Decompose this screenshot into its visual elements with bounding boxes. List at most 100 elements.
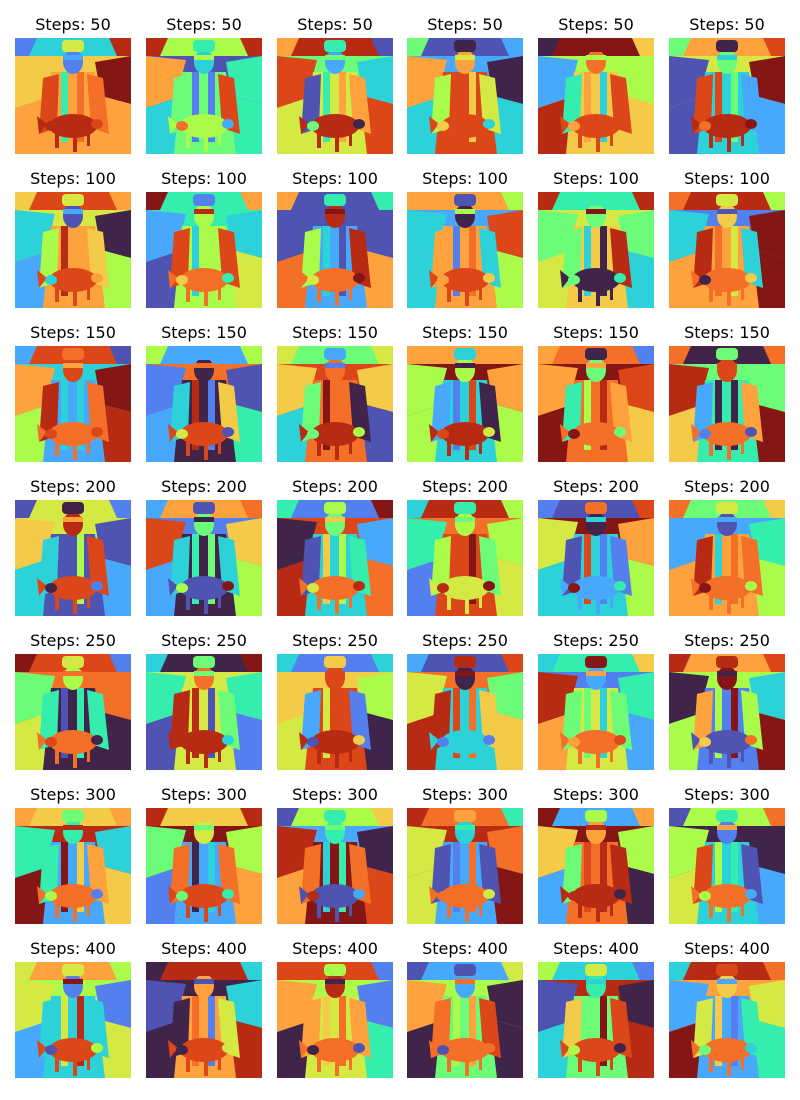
segmentation-overlay-image [15, 192, 131, 308]
segmentation-overlay-image [146, 654, 262, 770]
subplot-title: Steps: 400 [161, 939, 247, 958]
subplot-title: Steps: 250 [684, 631, 770, 650]
subplot-title: Steps: 150 [422, 323, 508, 342]
subplot-title: Steps: 200 [684, 477, 770, 496]
subplot-cell: Steps: 150 [146, 322, 262, 462]
subplot-cell: Steps: 300 [146, 784, 262, 924]
subplot-title: Steps: 250 [292, 631, 378, 650]
subplot-title: Steps: 200 [292, 477, 378, 496]
segmentation-overlay-image [669, 38, 785, 154]
subplot-cell: Steps: 400 [15, 938, 131, 1078]
subplot-cell: Steps: 50 [669, 14, 785, 154]
subplot-title: Steps: 200 [161, 477, 247, 496]
segmentation-overlay-image [538, 962, 654, 1078]
subplot-title: Steps: 100 [684, 169, 770, 188]
subplot-cell: Steps: 300 [538, 784, 654, 924]
subplot-title: Steps: 200 [30, 477, 116, 496]
subplot-cell: Steps: 100 [277, 168, 393, 308]
segmentation-overlay-image [669, 500, 785, 616]
subplot-cell: Steps: 150 [15, 322, 131, 462]
segmentation-overlay-image [669, 808, 785, 924]
subplot-cell: Steps: 200 [15, 476, 131, 616]
segmentation-overlay-image [669, 192, 785, 308]
segmentation-overlay-image [407, 962, 523, 1078]
subplot-title: Steps: 50 [166, 15, 242, 34]
segmentation-overlay-image [15, 38, 131, 154]
segmentation-overlay-image [538, 808, 654, 924]
segmentation-overlay-image [277, 808, 393, 924]
segmentation-overlay-image [407, 808, 523, 924]
subplot-cell: Steps: 150 [407, 322, 523, 462]
segmentation-overlay-image [277, 654, 393, 770]
subplot-cell: Steps: 50 [407, 14, 523, 154]
subplot-title: Steps: 100 [553, 169, 639, 188]
subplot-cell: Steps: 400 [277, 938, 393, 1078]
subplot-title: Steps: 400 [30, 939, 116, 958]
subplot-cell: Steps: 250 [669, 630, 785, 770]
subplot-cell: Steps: 150 [538, 322, 654, 462]
subplot-title: Steps: 400 [553, 939, 639, 958]
subplot-title: Steps: 100 [422, 169, 508, 188]
subplot-cell: Steps: 150 [277, 322, 393, 462]
segmentation-overlay-image [15, 500, 131, 616]
subplot-cell: Steps: 300 [277, 784, 393, 924]
segmentation-overlay-image [538, 346, 654, 462]
subplot-cell: Steps: 400 [146, 938, 262, 1078]
subplot-title: Steps: 50 [35, 15, 111, 34]
segmentation-overlay-image [15, 346, 131, 462]
subplot-title: Steps: 50 [689, 15, 765, 34]
subplot-title: Steps: 300 [553, 785, 639, 804]
subplot-title: Steps: 150 [161, 323, 247, 342]
subplot-cell: Steps: 250 [538, 630, 654, 770]
subplot-title: Steps: 150 [684, 323, 770, 342]
subplot-title: Steps: 400 [422, 939, 508, 958]
segmentation-overlay-image [669, 962, 785, 1078]
subplot-cell: Steps: 100 [146, 168, 262, 308]
subplot-cell: Steps: 50 [15, 14, 131, 154]
segmentation-overlay-image [407, 38, 523, 154]
subplot-title: Steps: 300 [161, 785, 247, 804]
subplot-cell: Steps: 50 [146, 14, 262, 154]
subplot-cell: Steps: 200 [407, 476, 523, 616]
segmentation-overlay-image [15, 654, 131, 770]
segmentation-overlay-image [277, 192, 393, 308]
subplot-cell: Steps: 300 [15, 784, 131, 924]
subplot-title: Steps: 300 [684, 785, 770, 804]
subplot-title: Steps: 50 [297, 15, 373, 34]
segmentation-overlay-image [538, 654, 654, 770]
subplot-title: Steps: 100 [292, 169, 378, 188]
segmentation-overlay-image [15, 962, 131, 1078]
segmentation-overlay-image [407, 192, 523, 308]
subplot-cell: Steps: 250 [15, 630, 131, 770]
segmentation-overlay-image [669, 654, 785, 770]
subplot-cell: Steps: 100 [669, 168, 785, 308]
subplot-title: Steps: 150 [553, 323, 639, 342]
segmentation-overlay-image [407, 654, 523, 770]
subplot-cell: Steps: 300 [407, 784, 523, 924]
subplot-title: Steps: 300 [422, 785, 508, 804]
segmentation-overlay-image [277, 962, 393, 1078]
subplot-cell: Steps: 200 [669, 476, 785, 616]
subplot-title: Steps: 250 [161, 631, 247, 650]
subplot-title: Steps: 250 [30, 631, 116, 650]
subplot-title: Steps: 50 [558, 15, 634, 34]
subplot-cell: Steps: 200 [277, 476, 393, 616]
subplot-cell: Steps: 250 [277, 630, 393, 770]
subplot-cell: Steps: 200 [538, 476, 654, 616]
subplot-cell: Steps: 100 [15, 168, 131, 308]
subplot-cell: Steps: 250 [407, 630, 523, 770]
segmentation-overlay-image [538, 500, 654, 616]
subplot-cell: Steps: 100 [538, 168, 654, 308]
subplot-title: Steps: 400 [684, 939, 770, 958]
segmentation-overlay-image [146, 38, 262, 154]
segmentation-overlay-image [277, 38, 393, 154]
subplot-title: Steps: 100 [30, 169, 116, 188]
segmentation-overlay-image [146, 346, 262, 462]
subplot-cell: Steps: 50 [538, 14, 654, 154]
subplot-cell: Steps: 150 [669, 322, 785, 462]
segmentation-overlay-image [146, 500, 262, 616]
subplot-cell: Steps: 400 [538, 938, 654, 1078]
subplot-title: Steps: 200 [553, 477, 639, 496]
subplot-cell: Steps: 400 [407, 938, 523, 1078]
subplot-title: Steps: 100 [161, 169, 247, 188]
